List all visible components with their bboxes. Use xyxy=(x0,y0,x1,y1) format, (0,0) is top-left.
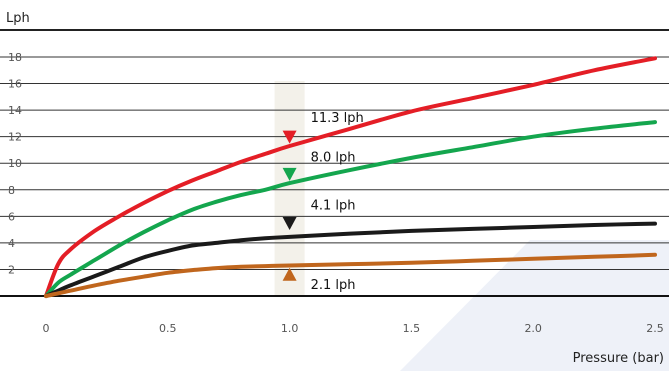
y-tick-label: 14 xyxy=(8,104,22,117)
annotation-marker-0 xyxy=(282,130,297,144)
x-tick-label: 1.5 xyxy=(403,322,421,335)
x-tick-label: 2.0 xyxy=(524,322,542,335)
x-tick-label: 0.5 xyxy=(159,322,177,335)
series-line-1 xyxy=(44,120,657,298)
y-tick-label: 10 xyxy=(8,157,22,170)
y-tick-label: 2 xyxy=(8,263,15,276)
annotation-label-1: 8.0 lph xyxy=(311,151,356,166)
x-tick-label: 2.5 xyxy=(646,322,664,335)
x-tick-labels: 0 0.5 1.0 1.5 2.0 2.5 xyxy=(43,322,664,335)
series-line-0 xyxy=(44,56,657,298)
annotation-marker-3 xyxy=(282,267,297,281)
y-tick-label: 16 xyxy=(8,78,22,91)
x-axis-title: Pressure (bar) xyxy=(573,351,664,366)
background-watermark-shape xyxy=(400,240,669,371)
y-tick-label: 8 xyxy=(8,184,15,197)
series-line-2 xyxy=(44,221,657,298)
annotations: 11.3 lph 8.0 lph 4.1 lph 2.1 lph xyxy=(282,111,364,293)
annotation-label-3: 2.1 lph xyxy=(311,278,356,293)
y-axis-title: Lph xyxy=(6,11,30,26)
x-tick-label: 1.0 xyxy=(281,322,299,335)
series-lines xyxy=(44,56,657,298)
y-tick-labels: 18 16 14 12 10 8 6 4 2 xyxy=(8,51,22,276)
x-tick-label: 0 xyxy=(43,322,50,335)
annotation-marker-1 xyxy=(282,167,297,181)
highlight-band-1bar xyxy=(274,81,305,296)
annotation-label-0: 11.3 lph xyxy=(311,111,364,126)
y-tick-label: 4 xyxy=(8,237,15,250)
series-line-3 xyxy=(44,252,657,298)
y-tick-label: 6 xyxy=(8,210,15,223)
y-tick-label: 12 xyxy=(8,131,22,144)
annotation-label-2: 4.1 lph xyxy=(311,198,356,213)
annotation-marker-2 xyxy=(282,216,297,230)
y-tick-label: 18 xyxy=(8,51,22,64)
